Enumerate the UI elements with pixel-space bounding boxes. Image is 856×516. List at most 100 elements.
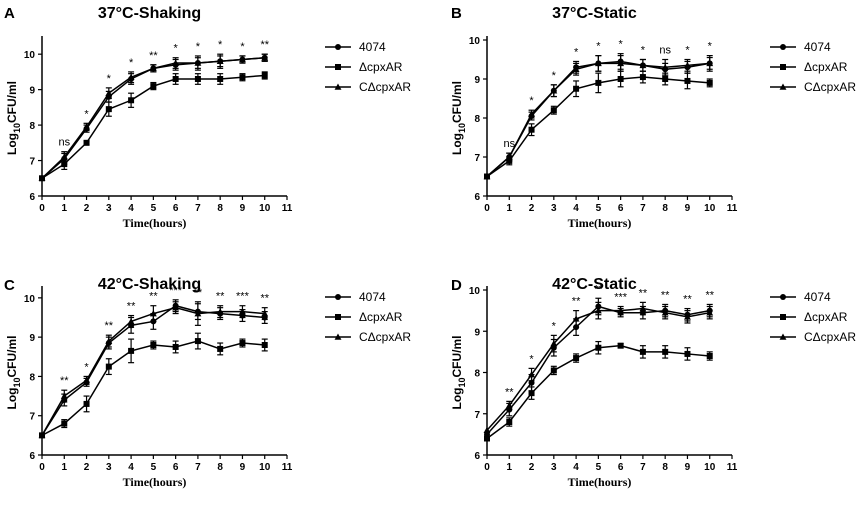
significance-label: * [529,95,534,107]
data-point [639,348,646,355]
data-point [528,371,535,378]
data-point [506,419,513,425]
data-point [595,79,602,86]
panel-label: C [4,277,15,294]
chart-title: 37°C-Static [552,5,637,22]
x-tick-label: 1 [61,203,67,214]
data-point [483,173,491,180]
x-tick-label: 5 [596,462,602,473]
series-circle [39,53,268,182]
x-tick-label: 0 [39,462,45,473]
data-point [684,61,691,69]
legend-marker [335,44,341,50]
data-point [662,348,669,355]
x-tick-label: 10 [259,203,271,214]
data-point [239,56,246,63]
y-tick-label: 7 [474,410,480,421]
y-tick-label: 7 [29,157,35,168]
x-tick-label: 6 [618,462,624,473]
y-tick-label: 8 [29,372,35,383]
significance-label: ** [149,50,158,62]
x-tick-label: 7 [195,462,201,473]
x-tick-label: 2 [84,203,90,214]
x-tick-label: 11 [282,203,293,214]
data-point [706,353,713,359]
y-tick-label: 7 [474,153,480,164]
legend: 4074 ΔcpxAR CΔcpxAR [325,40,411,94]
significance-label: * [196,41,201,53]
series-line [486,305,710,435]
data-point [261,72,268,79]
x-tick-label: 11 [282,462,293,473]
x-tick-label: 3 [551,462,557,473]
significance-label: ** [105,320,114,332]
significance-label: *** [614,292,628,304]
series-line [41,56,265,179]
x-tick-label: 2 [529,462,535,473]
series-circle [484,53,713,180]
significance-label: ** [661,289,670,301]
data-point [172,343,179,350]
data-point [194,59,202,66]
chart-title: 42°C-Shaking [98,276,201,293]
chart-title: 42°C-Static [552,276,637,293]
legend-label: 4074 [359,40,386,54]
significance-label: * [596,41,601,53]
x-tick-label: 8 [662,203,668,214]
significance-label: * [708,41,713,53]
data-point [239,308,246,315]
x-tick-label: 1 [61,462,67,473]
y-tick-label: 10 [24,294,36,305]
x-tick-label: 10 [704,203,716,214]
y-axis-label: Log10CFU/ml [5,335,22,409]
significance-label: ** [683,294,692,306]
data-point [127,317,135,325]
data-point [83,400,90,407]
x-tick-label: 9 [240,462,246,473]
series-triangle [483,54,714,180]
x-tick-label: 1 [506,462,512,473]
y-tick-label: 6 [29,451,35,462]
data-point [617,76,624,82]
significance-label: * [129,57,134,69]
data-point [216,57,224,65]
x-tick-label: 7 [640,203,646,214]
data-point [83,376,90,384]
data-point [550,340,558,347]
x-tick-label: 2 [529,203,535,214]
data-point [617,59,625,67]
chart-panel-d: D 42°C-Static 0 1 2 3 4 5 6 7 8 9 10 11 6 7 8 9 10 Time(hou… [450,276,856,489]
x-tick-label: 3 [106,462,112,473]
data-point [706,309,714,316]
x-tick-label: 4 [573,462,579,473]
data-point [127,73,135,80]
data-point [706,59,714,67]
x-tick-label: 9 [240,203,246,214]
significance-label: ** [705,289,714,301]
chart-title: 37°C-Shaking [98,5,201,22]
y-tick-label: 9 [29,333,35,344]
series-triangle [38,53,269,182]
legend-marker [335,294,341,300]
series-square [484,70,713,180]
data-point [128,97,135,104]
data-point [239,74,246,81]
x-tick-label: 11 [727,203,738,214]
y-tick-label: 6 [29,192,35,203]
legend-marker [334,83,342,90]
data-point [528,126,535,133]
significance-label: * [641,45,646,57]
data-point [105,89,113,96]
data-point [550,367,557,374]
data-point [217,345,224,352]
data-point [573,85,580,92]
x-tick-label: 1 [506,203,512,214]
data-point [150,342,157,348]
significance-label: * [552,320,557,332]
x-tick-label: 6 [173,203,179,214]
x-tick-label: 0 [39,203,45,214]
x-tick-label: 4 [573,203,579,214]
data-point [149,64,157,72]
significance-label: ** [639,287,648,299]
